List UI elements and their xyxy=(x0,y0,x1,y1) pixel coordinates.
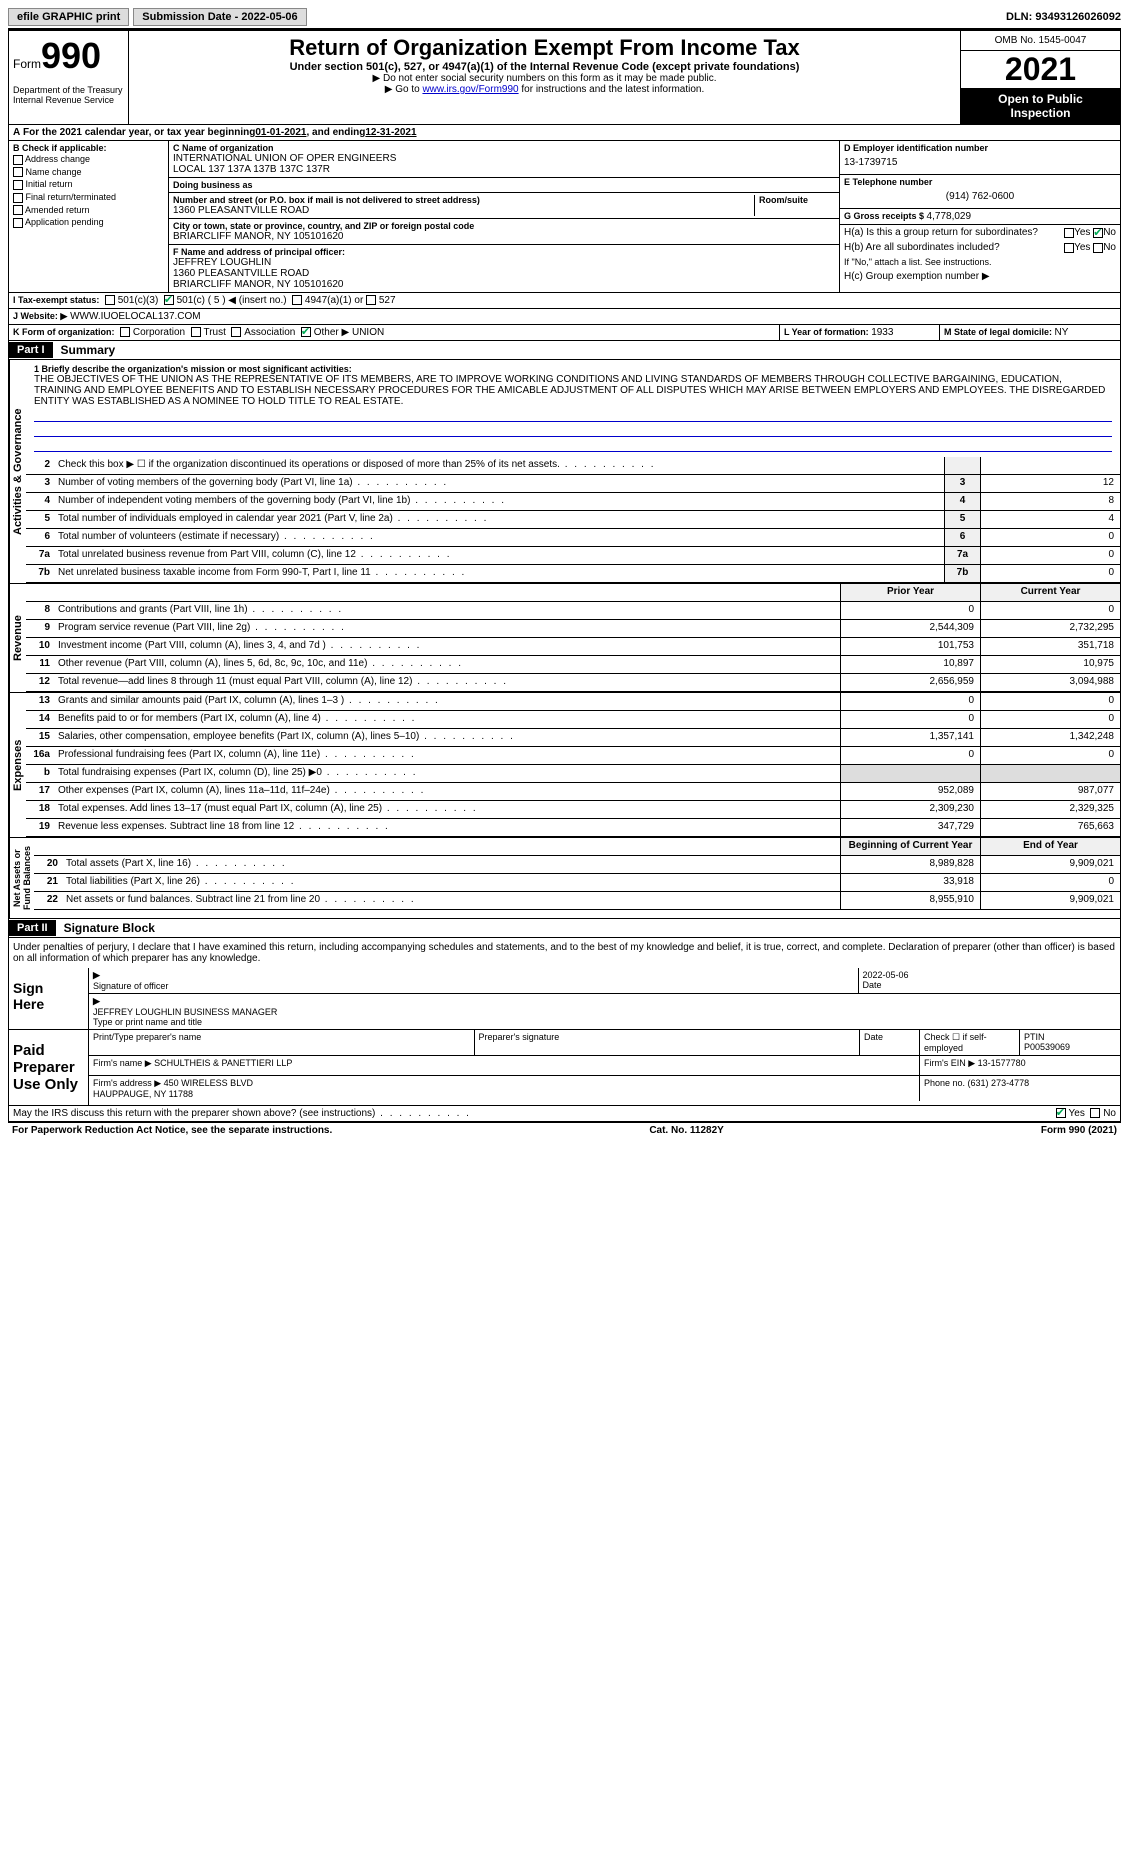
line-9: 9Program service revenue (Part VIII, lin… xyxy=(26,620,1120,638)
line-17: 17Other expenses (Part IX, column (A), l… xyxy=(26,783,1120,801)
section-i: I Tax-exempt status: 501(c)(3) 501(c) ( … xyxy=(8,293,1121,309)
form-number: 990 xyxy=(41,35,101,76)
dept-treasury: Department of the Treasury Internal Reve… xyxy=(13,85,124,105)
section-klm: K Form of organization: Corporation Trus… xyxy=(8,325,1121,341)
netassets-section: Net Assets or Fund Balances Beginning of… xyxy=(8,838,1121,919)
cb-hb-no[interactable] xyxy=(1093,243,1103,253)
cb-501c[interactable] xyxy=(164,295,174,305)
cb-ha-yes[interactable] xyxy=(1064,228,1074,238)
line-2: 2Check this box ▶ ☐ if the organization … xyxy=(26,457,1120,475)
discuss-row: May the IRS discuss this return with the… xyxy=(8,1106,1121,1122)
tax-year: 2021 xyxy=(961,51,1120,88)
line-4: 4Number of independent voting members of… xyxy=(26,493,1120,511)
page-footer: For Paperwork Reduction Act Notice, see … xyxy=(8,1122,1121,1138)
dln: DLN: 93493126026092 xyxy=(1006,11,1121,23)
col-hdr-row: Prior Year Current Year xyxy=(26,584,1120,602)
topbar: efile GRAPHIC print Submission Date - 20… xyxy=(8,8,1121,30)
public-inspection: Open to PublicInspection xyxy=(961,88,1120,124)
line-10: 10Investment income (Part VIII, column (… xyxy=(26,638,1120,656)
expenses-section: Expenses 13Grants and similar amounts pa… xyxy=(8,693,1121,838)
instr-no-ssn: ▶ Do not enter social security numbers o… xyxy=(133,73,956,84)
revenue-section: Revenue Prior Year Current Year 8Contrib… xyxy=(8,584,1121,693)
irs-link[interactable]: www.irs.gov/Form990 xyxy=(422,84,518,95)
cb-other[interactable] xyxy=(301,327,311,337)
line-13: 13Grants and similar amounts paid (Part … xyxy=(26,693,1120,711)
submission-date-button[interactable]: Submission Date - 2022-05-06 xyxy=(133,8,306,26)
section-h-b-note: If "No," attach a list. See instructions… xyxy=(840,255,1120,269)
line-22: 22Net assets or fund balances. Subtract … xyxy=(34,892,1120,910)
section-c-dba: Doing business as xyxy=(169,178,839,193)
section-b: B Check if applicable: Address change Na… xyxy=(9,141,169,292)
instr-goto: ▶ Go to www.irs.gov/Form990 for instruct… xyxy=(133,84,956,95)
cb-initial-return[interactable]: Initial return xyxy=(13,178,164,191)
line-12: 12Total revenue—add lines 8 through 11 (… xyxy=(26,674,1120,692)
line-a: A For the 2021 calendar year, or tax yea… xyxy=(8,125,1121,141)
mission-block: 1 Briefly describe the organization's mi… xyxy=(26,360,1120,457)
form-header: Form990 Department of the Treasury Inter… xyxy=(8,30,1121,125)
part-i-header: Part I Summary xyxy=(8,341,1121,360)
form-subtitle: Under section 501(c), 527, or 4947(a)(1)… xyxy=(133,61,956,73)
vside-expenses: Expenses xyxy=(9,693,26,837)
line-b: bTotal fundraising expenses (Part IX, co… xyxy=(26,765,1120,783)
line-14: 14Benefits paid to or for members (Part … xyxy=(26,711,1120,729)
line-6: 6Total number of volunteers (estimate if… xyxy=(26,529,1120,547)
line-18: 18Total expenses. Add lines 13–17 (must … xyxy=(26,801,1120,819)
cb-assoc[interactable] xyxy=(231,327,241,337)
section-h-c: H(c) Group exemption number ▶ xyxy=(840,269,1120,284)
form-title: Return of Organization Exempt From Incom… xyxy=(133,35,956,61)
section-g: G Gross receipts $ 4,778,029 xyxy=(840,209,1120,225)
line-3: 3Number of voting members of the governi… xyxy=(26,475,1120,493)
paid-preparer-block: Paid Preparer Use Only Print/Type prepar… xyxy=(8,1030,1121,1106)
line-15: 15Salaries, other compensation, employee… xyxy=(26,729,1120,747)
penalties-text: Under penalties of perjury, I declare th… xyxy=(8,938,1121,968)
vside-revenue: Revenue xyxy=(9,584,26,692)
section-e: E Telephone number (914) 762-0600 xyxy=(840,175,1120,209)
cb-amended-return[interactable]: Amended return xyxy=(13,204,164,217)
line-5: 5Total number of individuals employed in… xyxy=(26,511,1120,529)
part-i-body: Activities & Governance 1 Briefly descri… xyxy=(8,360,1121,584)
vside-activities: Activities & Governance xyxy=(9,360,26,583)
cb-trust[interactable] xyxy=(191,327,201,337)
cb-discuss-yes[interactable] xyxy=(1056,1108,1066,1118)
sign-here-block: Sign Here ▶Signature of officer 2022-05-… xyxy=(8,968,1121,1030)
cb-address-change[interactable]: Address change xyxy=(13,153,164,166)
line-7b: 7bNet unrelated business taxable income … xyxy=(26,565,1120,583)
line-19: 19Revenue less expenses. Subtract line 1… xyxy=(26,819,1120,837)
vside-netassets: Net Assets or Fund Balances xyxy=(9,838,34,918)
line-20: 20Total assets (Part X, line 16)8,989,82… xyxy=(34,856,1120,874)
section-d: D Employer identification number 13-1739… xyxy=(840,141,1120,175)
form-label: Form xyxy=(13,57,41,71)
cb-corp[interactable] xyxy=(120,327,130,337)
cb-4947[interactable] xyxy=(292,295,302,305)
section-j: J Website: ▶ WWW.IUOELOCAL137.COM xyxy=(8,309,1121,325)
cb-name-change[interactable]: Name change xyxy=(13,166,164,179)
line-11: 11Other revenue (Part VIII, column (A), … xyxy=(26,656,1120,674)
line-7a: 7aTotal unrelated business revenue from … xyxy=(26,547,1120,565)
line-16a: 16aProfessional fundraising fees (Part I… xyxy=(26,747,1120,765)
cb-discuss-no[interactable] xyxy=(1090,1108,1100,1118)
section-bcdefgh: B Check if applicable: Address change Na… xyxy=(8,141,1121,293)
section-c-address: Number and street (or P.O. box if mail i… xyxy=(169,193,839,219)
section-h-b: H(b) Are all subordinates included? Yes … xyxy=(840,240,1120,255)
efile-button[interactable]: efile GRAPHIC print xyxy=(8,8,129,26)
cb-application-pending[interactable]: Application pending xyxy=(13,216,164,229)
section-h-a: H(a) Is this a group return for subordin… xyxy=(840,225,1120,240)
cb-ha-no[interactable] xyxy=(1093,228,1103,238)
cb-hb-yes[interactable] xyxy=(1064,243,1074,253)
section-c-city: City or town, state or province, country… xyxy=(169,219,839,245)
omb-number: OMB No. 1545-0047 xyxy=(961,31,1120,51)
part-ii-header: Part II Signature Block xyxy=(8,919,1121,938)
section-c-name: C Name of organization INTERNATIONAL UNI… xyxy=(169,141,839,178)
cb-501c3[interactable] xyxy=(105,295,115,305)
line-21: 21Total liabilities (Part X, line 26)33,… xyxy=(34,874,1120,892)
section-f: F Name and address of principal officer:… xyxy=(169,245,839,292)
line-8: 8Contributions and grants (Part VIII, li… xyxy=(26,602,1120,620)
cb-527[interactable] xyxy=(366,295,376,305)
cb-final-return[interactable]: Final return/terminated xyxy=(13,191,164,204)
col-hdr-row-net: Beginning of Current Year End of Year xyxy=(34,838,1120,856)
